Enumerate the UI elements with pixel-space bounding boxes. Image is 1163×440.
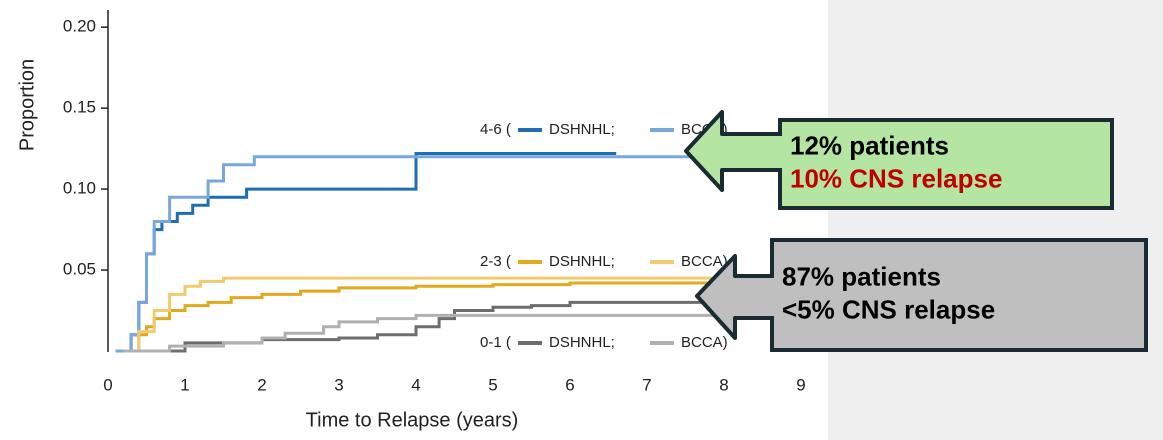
callout-text: <5% CNS relapse <box>782 294 995 324</box>
legend-group-label: 4-6 ( <box>480 121 511 138</box>
plot-background <box>0 0 828 440</box>
legend-label: BCCA) <box>681 253 728 270</box>
step-line <box>123 276 801 353</box>
x-axis-label: Time to Relapse (years) <box>306 409 519 431</box>
x-tick-label: 5 <box>488 375 497 394</box>
y-axis-label: Proportion <box>16 59 38 151</box>
step-line <box>123 281 763 353</box>
x-tick-label: 8 <box>719 375 728 394</box>
x-tick-label: 9 <box>796 375 805 394</box>
legend-group-label: 2-3 ( <box>480 253 511 270</box>
plot-area: 0.05 0.10 0.15 0.20 0 1 2 3 4 5 6 7 8 9 <box>63 17 806 395</box>
y-tick-label: 0.05 <box>63 260 96 279</box>
legend-label: DSHNHL; <box>549 334 615 351</box>
legend-label: BCCA) <box>681 334 728 351</box>
callout-text: 12% patients <box>790 130 949 160</box>
x-tick-label: 4 <box>411 375 420 394</box>
legend-label: DSHNHL; <box>549 253 615 270</box>
legend-label: DSHNHL; <box>549 121 615 138</box>
x-tick-label: 2 <box>257 375 266 394</box>
y-tick-label: 0.10 <box>63 179 96 198</box>
callout-box <box>770 238 1148 352</box>
callout-text: 87% patients <box>782 261 941 291</box>
x-tick-label: 1 <box>180 375 189 394</box>
legend: 4-6 ( DSHNHL; BCCA) 2-3 ( DSHNHL; BCCA) 0-1 ( D… <box>480 121 728 351</box>
y-tick-label: 0.20 <box>63 17 96 36</box>
legend-group-label: 0-1 ( <box>480 334 511 351</box>
x-tick-label: 0 <box>103 375 112 394</box>
step-line <box>123 313 801 353</box>
callout-joint <box>778 136 784 168</box>
x-tick-label: 6 <box>565 375 574 394</box>
x-tick-label: 3 <box>334 375 343 394</box>
y-tick-label: 0.15 <box>63 98 96 117</box>
callout-joint <box>770 278 776 316</box>
callout-box <box>778 118 1114 210</box>
x-tick-label: 7 <box>642 375 651 394</box>
callout-text: 10% CNS relapse <box>790 163 1002 193</box>
